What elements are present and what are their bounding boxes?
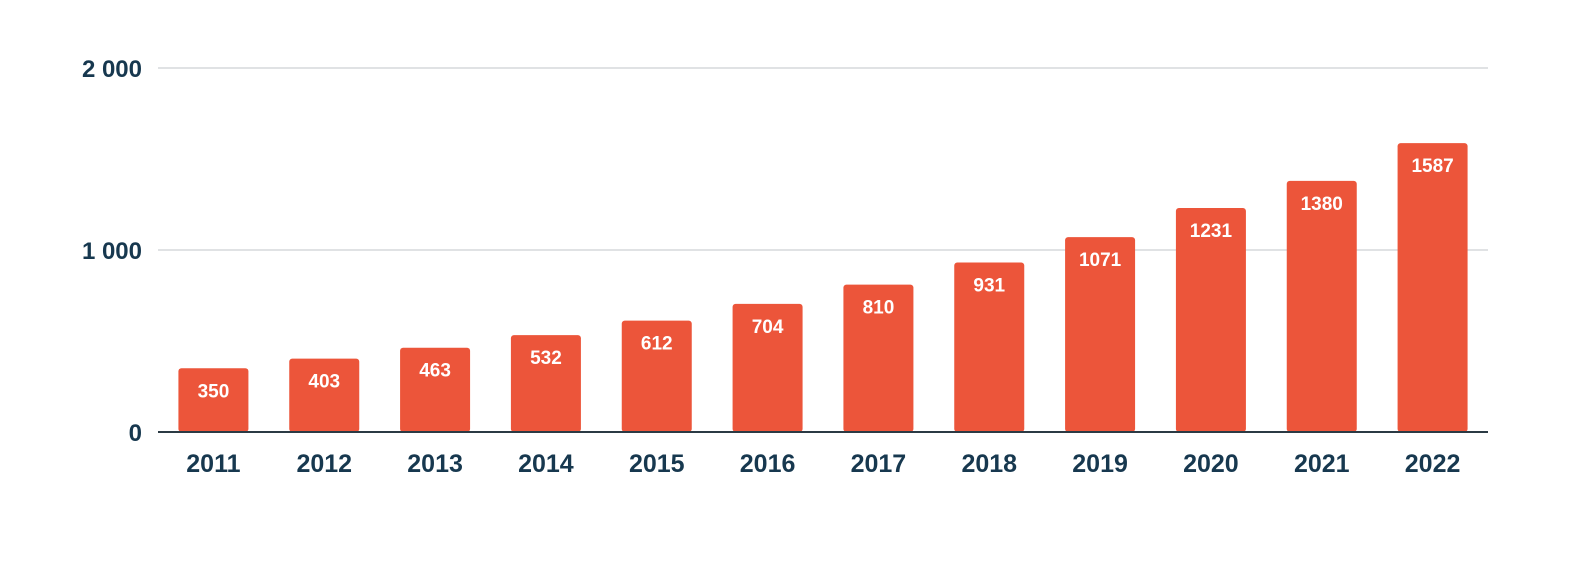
x-tick-label-2019: 2019 — [1072, 450, 1128, 478]
x-tick-label-2017: 2017 — [851, 450, 907, 478]
x-tick-label-2015: 2015 — [629, 450, 685, 478]
data-label-2021: 1380 — [1301, 194, 1343, 215]
x-tick-label-2018: 2018 — [961, 450, 1017, 478]
data-label-2014: 532 — [530, 348, 562, 369]
data-label-2015: 612 — [641, 334, 673, 355]
bar-2018 — [954, 262, 1025, 432]
grid-lines — [158, 67, 1488, 251]
x-tick-label-2013: 2013 — [407, 450, 463, 478]
x-tick-label-2020: 2020 — [1183, 450, 1239, 478]
bar-2019 — [1065, 237, 1136, 432]
y-axis-tick-labels: 0 1 000 2 000 — [82, 56, 142, 447]
y-tick-label: 0 — [129, 420, 142, 447]
bar-2016 — [732, 303, 803, 432]
bar-2020 — [1175, 207, 1246, 432]
data-label-2013: 463 — [419, 361, 451, 382]
data-label-2019: 1071 — [1079, 250, 1122, 271]
data-label-2022: 1587 — [1411, 156, 1453, 177]
x-tick-label-2022: 2022 — [1405, 450, 1461, 478]
x-tick-label-2021: 2021 — [1294, 450, 1350, 478]
bars — [178, 143, 1468, 432]
x-tick-label-2012: 2012 — [296, 450, 352, 478]
data-label-2017: 810 — [863, 298, 895, 319]
bar-2015 — [621, 320, 692, 432]
bar-2017 — [843, 284, 914, 432]
bar-data-labels: 350 403 463 532 612 704 810 931 1071 1231 1380 1587 — [198, 156, 1454, 402]
data-label-2012: 403 — [308, 372, 340, 393]
data-label-2018: 931 — [973, 276, 1005, 297]
data-label-2016: 704 — [752, 317, 784, 338]
y-tick-label: 1 000 — [82, 238, 142, 265]
bar-2013 — [400, 347, 471, 432]
bar-2011 — [178, 368, 249, 432]
bar-2014 — [510, 335, 581, 432]
data-label-2020: 1231 — [1190, 221, 1233, 242]
bar-2022 — [1397, 143, 1468, 432]
x-axis-tick-labels: 2011 2012 2013 2014 2015 2016 2017 2018 2019 2020… — [186, 450, 1460, 478]
data-label-2011: 350 — [198, 381, 230, 402]
bar-2021 — [1286, 180, 1357, 432]
x-tick-label-2016: 2016 — [740, 450, 796, 478]
y-tick-label: 2 000 — [82, 56, 142, 83]
x-tick-label-2011: 2011 — [186, 450, 240, 478]
x-tick-label-2014: 2014 — [518, 450, 574, 478]
bar-2012 — [289, 358, 360, 432]
